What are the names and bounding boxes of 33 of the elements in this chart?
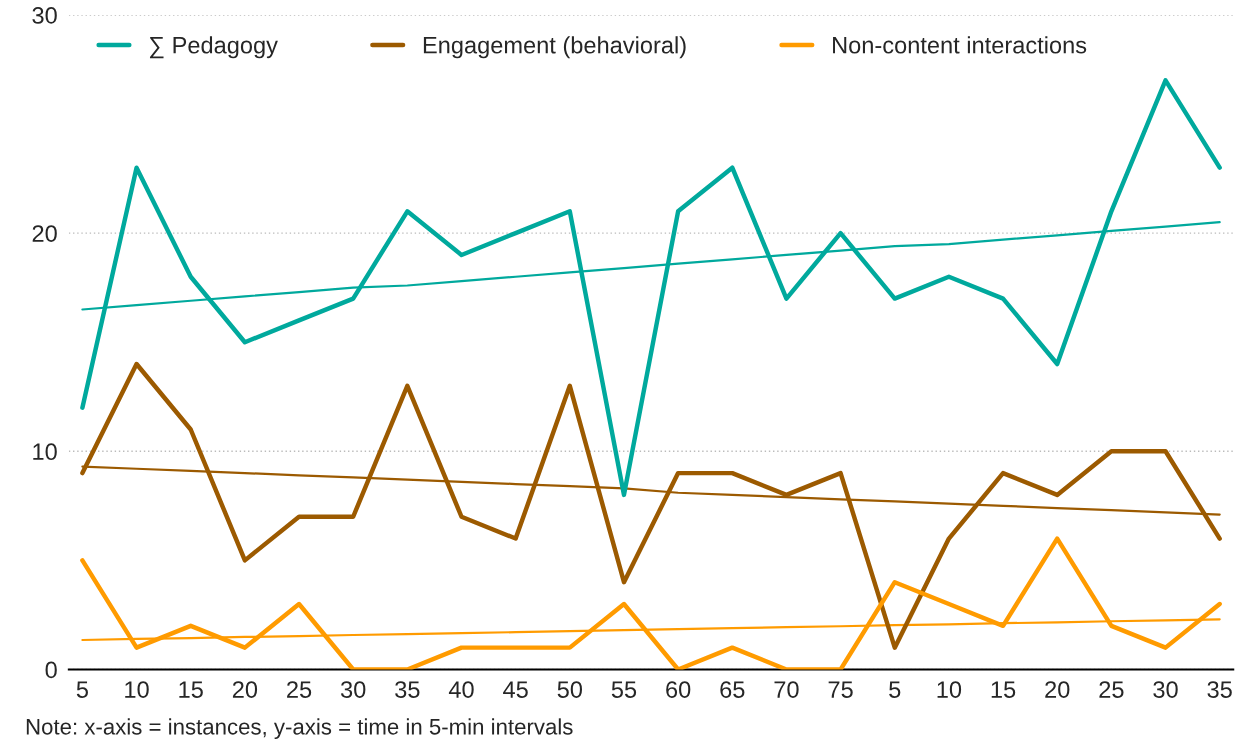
x-tick-label: 30 [1153,681,1178,698]
x-tick-label: 20 [1045,681,1070,698]
x-tick-label: 65 [720,681,745,698]
y-tick-label: 0 [45,661,57,679]
x-tick-label: 30 [340,681,366,698]
x-tick-label: 40 [448,681,474,698]
x-tick-label: 10 [125,681,149,698]
x-tick-label: 35 [395,681,420,698]
text: Note: x-axis = instances, y-axis = time in 5-min intervals [26,718,573,740]
x-tick-label: 25 [1099,681,1124,698]
x-tick-label: 5 [889,681,901,698]
y-tick-label: 10 [33,443,57,461]
legend-label: Engagement (behavioral) [423,36,686,59]
x-tick-label: 25 [287,681,312,698]
y-tick-label: 30 [32,7,57,24]
x-tick-label: 10 [937,681,962,698]
x-tick-label: 15 [991,681,1016,698]
legend-label: Non-content interactions [833,36,1087,54]
x-tick-label: 50 [557,681,583,698]
x-tick-label: 20 [232,681,258,698]
x-tick-label: 35 [1207,681,1232,698]
x-tick-label: 5 [76,681,88,698]
x-tick-label: 70 [774,681,799,698]
legend-label: ∑ Pedagogy [149,36,278,59]
line-series [80,361,1222,650]
x-tick-label: 55 [611,681,637,698]
line-series [80,536,1222,670]
y-tick-label: 20 [32,225,57,242]
line-series [80,78,1222,498]
x-tick-label: 75 [828,681,853,698]
x-tick-label: 45 [503,681,528,698]
x-tick-label: 60 [666,681,691,698]
x-tick-label: 15 [179,681,203,698]
